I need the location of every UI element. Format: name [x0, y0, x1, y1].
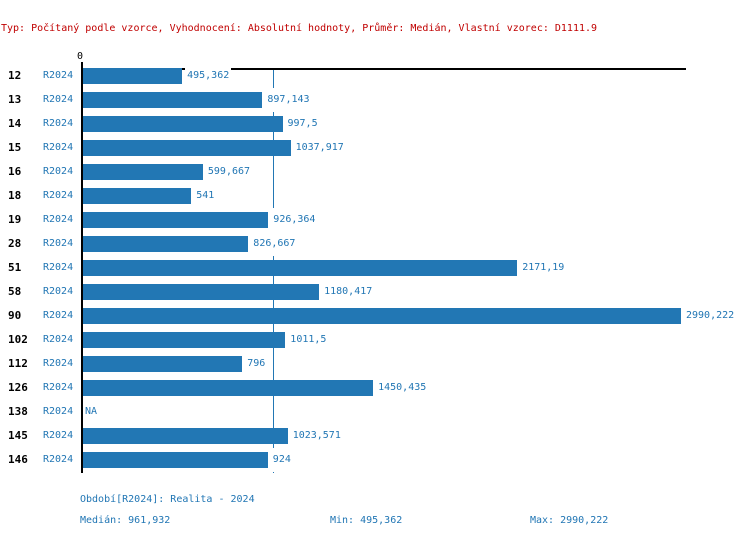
- series-label: R2024: [43, 190, 74, 201]
- value-label: 2171,19: [520, 256, 567, 280]
- table-row: 146 R2024 924: [0, 448, 750, 472]
- row-id-label: 146: [8, 453, 28, 466]
- row-id-label: 90: [8, 309, 22, 322]
- value-label: 926,364: [271, 208, 318, 232]
- value-bar[interactable]: [83, 332, 286, 348]
- table-row: 28 R2024 826,667: [0, 232, 750, 256]
- value-bar[interactable]: [83, 140, 291, 156]
- value-label: NA: [83, 400, 100, 424]
- row-id-label: 16: [8, 165, 22, 178]
- table-row: 102 R2024 1011,5: [0, 328, 750, 352]
- value-label: 2990,222: [684, 304, 737, 328]
- table-row: 12 R2024 495,362: [0, 64, 750, 88]
- x-axis-line: [81, 68, 686, 70]
- series-label: R2024: [43, 262, 74, 273]
- value-bar[interactable]: [83, 260, 518, 276]
- row-id-label: 14: [8, 117, 22, 130]
- value-bar[interactable]: [83, 188, 192, 204]
- table-row: 51 R2024 2171,19: [0, 256, 750, 280]
- value-label: 599,667: [205, 160, 253, 184]
- table-row: 15 R2024 1037,917: [0, 136, 750, 160]
- series-label: R2024: [43, 238, 74, 249]
- table-row: 126 R2024 1450,435: [0, 376, 750, 400]
- series-label: R2024: [43, 166, 74, 177]
- value-label: 1011,5: [288, 328, 329, 352]
- row-id-label: 15: [8, 141, 22, 154]
- value-label: 796: [245, 352, 268, 376]
- series-label: R2024: [43, 118, 74, 129]
- row-id-label: 145: [8, 429, 28, 442]
- value-bar[interactable]: [83, 308, 681, 324]
- value-label: 826,667: [251, 232, 298, 256]
- table-row: 138 R2024 NA: [0, 400, 750, 424]
- value-bar[interactable]: [83, 428, 288, 444]
- value-label: 897,143: [265, 88, 312, 112]
- row-id-label: 126: [8, 381, 28, 394]
- value-label: 1450,435: [376, 376, 429, 400]
- series-label: R2024: [43, 334, 74, 345]
- value-bar[interactable]: [83, 452, 268, 468]
- series-label: R2024: [43, 430, 74, 441]
- value-bar[interactable]: [83, 164, 203, 180]
- table-row: 18 R2024 541: [0, 184, 750, 208]
- value-bar[interactable]: [83, 356, 243, 372]
- value-bar[interactable]: [83, 68, 183, 84]
- value-bar[interactable]: [83, 212, 269, 228]
- row-id-label: 12: [8, 69, 22, 82]
- row-id-label: 112: [8, 357, 28, 370]
- series-label: R2024: [43, 70, 74, 81]
- value-label: 541: [194, 184, 217, 208]
- table-row: 13 R2024 897,143: [0, 88, 750, 112]
- row-id-label: 18: [8, 189, 22, 202]
- value-label: 924: [270, 448, 293, 472]
- row-id-label: 19: [8, 213, 22, 226]
- value-label: 1037,917: [293, 136, 346, 160]
- row-id-label: 58: [8, 285, 22, 298]
- max-stat: Max: 2990,222: [530, 515, 609, 526]
- row-id-label: 51: [8, 261, 22, 274]
- row-id-label: 138: [8, 405, 28, 418]
- value-label: 495,362: [185, 64, 232, 88]
- table-row: 16 R2024 599,667: [0, 160, 750, 184]
- table-row: 90 R2024 2990,222: [0, 304, 750, 328]
- row-id-label: 13: [8, 93, 22, 106]
- table-row: 112 R2024 796: [0, 352, 750, 376]
- series-label: R2024: [43, 406, 74, 417]
- x-axis-zero-tick: 0: [76, 51, 84, 62]
- chart-settings-header: Typ: Počítaný podle vzorce, Vyhodnocení:…: [1, 23, 598, 34]
- bar-rows: 12 R2024 495,362 13 R2024 897,143 14 R2024 997,5…: [0, 64, 750, 472]
- table-row: 58 R2024 1180,417: [0, 280, 750, 304]
- min-stat: Min: 495,362: [330, 515, 403, 526]
- table-row: 19 R2024 926,364: [0, 208, 750, 232]
- table-row: 145 R2024 1023,571: [0, 424, 750, 448]
- row-id-label: 102: [8, 333, 28, 346]
- value-bar[interactable]: [83, 284, 320, 300]
- value-label: 1023,571: [290, 424, 343, 448]
- series-label: R2024: [43, 454, 74, 465]
- series-label: R2024: [43, 358, 74, 369]
- series-label: R2024: [43, 382, 74, 393]
- series-label: R2024: [43, 286, 74, 297]
- series-label: R2024: [43, 94, 74, 105]
- period-label: Období[R2024]: Realita - 2024: [80, 494, 255, 505]
- value-bar[interactable]: [83, 380, 374, 396]
- row-id-label: 28: [8, 237, 22, 250]
- table-row: 14 R2024 997,5: [0, 112, 750, 136]
- value-bar[interactable]: [83, 236, 249, 252]
- value-bar[interactable]: [83, 116, 283, 132]
- value-bar[interactable]: [83, 92, 263, 108]
- value-label: 1180,417: [322, 280, 375, 304]
- series-label: R2024: [43, 142, 74, 153]
- y-axis-line: [81, 62, 83, 473]
- series-label: R2024: [43, 214, 74, 225]
- series-label: R2024: [43, 310, 74, 321]
- median-stat: Medián: 961,932: [80, 515, 171, 526]
- value-label: 997,5: [285, 112, 320, 136]
